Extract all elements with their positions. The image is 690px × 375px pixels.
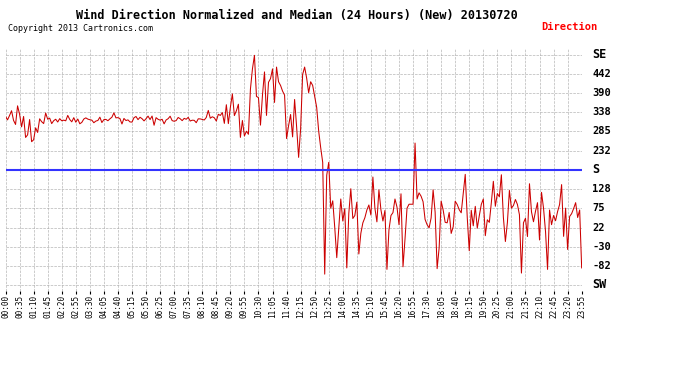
Text: Copyright 2013 Cartronics.com: Copyright 2013 Cartronics.com (8, 24, 153, 33)
Text: 442: 442 (592, 69, 611, 79)
Text: 22: 22 (592, 223, 604, 232)
Text: Direction: Direction (541, 22, 597, 32)
Text: Average: Average (478, 22, 522, 32)
Text: -30: -30 (592, 242, 611, 252)
Text: 128: 128 (592, 184, 611, 194)
Text: 285: 285 (592, 126, 611, 136)
Text: 390: 390 (592, 88, 611, 98)
Text: SE: SE (592, 48, 607, 61)
Text: 338: 338 (592, 107, 611, 117)
Text: S: S (592, 163, 599, 176)
Text: Wind Direction Normalized and Median (24 Hours) (New) 20130720: Wind Direction Normalized and Median (24… (76, 9, 518, 22)
Text: -82: -82 (592, 261, 611, 271)
Text: 75: 75 (592, 203, 604, 213)
Text: 232: 232 (592, 146, 611, 156)
Text: SW: SW (592, 278, 607, 291)
